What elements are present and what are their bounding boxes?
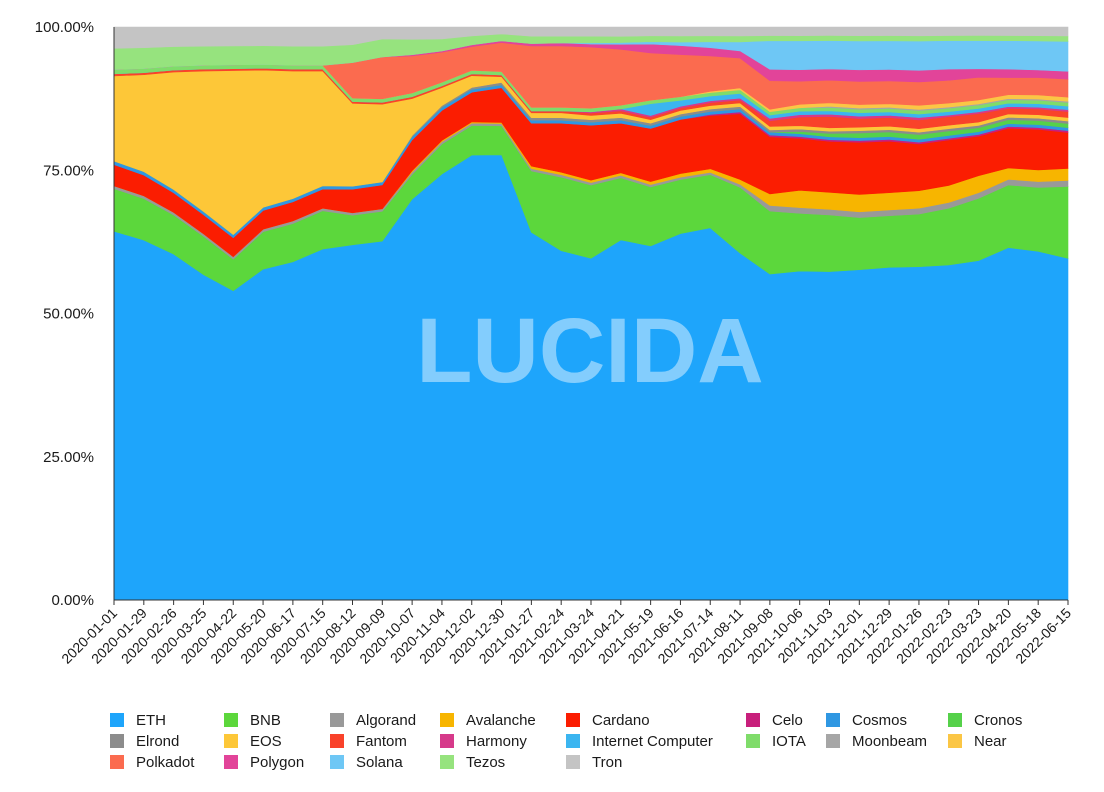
- legend-label: Tezos: [466, 754, 505, 771]
- legend-item-eos: EOS: [224, 733, 282, 750]
- legend-item-celo: Celo: [746, 712, 803, 729]
- legend-label: Cardano: [592, 712, 650, 729]
- legend-label: Internet Computer: [592, 733, 713, 750]
- y-tick-label: 75.00%: [43, 162, 94, 179]
- legend-swatch: [566, 755, 580, 769]
- legend-item-near: Near: [948, 733, 1007, 750]
- legend-item-eth: ETH: [110, 712, 166, 729]
- legend-label: BNB: [250, 712, 281, 729]
- legend-item-polkadot: Polkadot: [110, 754, 195, 771]
- legend-label: Cosmos: [852, 712, 907, 729]
- area-tron: [113, 26, 1069, 49]
- legend-swatch: [746, 713, 760, 727]
- legend-item-moonbeam: Moonbeam: [826, 733, 927, 750]
- legend-label: EOS: [250, 733, 282, 750]
- legend-label: Fantom: [356, 733, 407, 750]
- legend-swatch: [826, 734, 840, 748]
- watermark: LUCIDA: [416, 300, 764, 402]
- legend-swatch: [566, 713, 580, 727]
- legend-item-elrond: Elrond: [110, 733, 179, 750]
- legend-item-algorand: Algorand: [330, 712, 416, 729]
- legend-label: Near: [974, 733, 1007, 750]
- legend-item-cronos: Cronos: [948, 712, 1022, 729]
- legend-swatch: [566, 734, 580, 748]
- y-tick-label: 25.00%: [43, 449, 94, 466]
- legend-label: Harmony: [466, 733, 527, 750]
- legend-swatch: [110, 713, 124, 727]
- legend-swatch: [224, 734, 238, 748]
- legend-item-avalanche: Avalanche: [440, 712, 536, 729]
- legend-item-solana: Solana: [330, 754, 403, 771]
- y-tick-label: 100.00%: [35, 19, 94, 36]
- legend-swatch: [330, 713, 344, 727]
- legend-label: IOTA: [772, 733, 806, 750]
- y-tick-label: 50.00%: [43, 306, 94, 323]
- legend-swatch: [440, 734, 454, 748]
- y-axis: 0.00% 25.00% 50.00% 75.00% 100.00%: [35, 19, 115, 609]
- legend-swatch: [948, 734, 962, 748]
- legend-item-cardano: Cardano: [566, 712, 650, 729]
- legend-item-tezos: Tezos: [440, 754, 505, 771]
- legend-label: Moonbeam: [852, 733, 927, 750]
- legend-item-bnb: BNB: [224, 712, 281, 729]
- legend-label: Polkadot: [136, 754, 195, 771]
- legend-label: Celo: [772, 712, 803, 729]
- legend-item-polygon: Polygon: [224, 754, 304, 771]
- x-axis: 2020-01-012020-01-292020-02-262020-03-25…: [58, 599, 1074, 667]
- legend-swatch: [440, 755, 454, 769]
- series-areas: [113, 26, 1069, 601]
- legend-label: Algorand: [356, 712, 416, 729]
- legend-label: Elrond: [136, 733, 179, 750]
- legend-item-tron: Tron: [566, 754, 622, 771]
- legend-swatch: [948, 713, 962, 727]
- legend-label: Polygon: [250, 754, 304, 771]
- legend-item-fantom: Fantom: [330, 733, 407, 750]
- legend-swatch: [440, 713, 454, 727]
- legend-item-harmony: Harmony: [440, 733, 527, 750]
- legend-swatch: [110, 755, 124, 769]
- legend-label: Solana: [356, 754, 403, 771]
- legend-item-cosmos: Cosmos: [826, 712, 907, 729]
- y-tick-label: 0.00%: [51, 592, 94, 609]
- legend-swatch: [330, 755, 344, 769]
- legend-label: ETH: [136, 712, 166, 729]
- legend-item-internet-computer: Internet Computer: [566, 733, 713, 750]
- legend-label: Cronos: [974, 712, 1022, 729]
- legend-item-iota: IOTA: [746, 733, 806, 750]
- legend-swatch: [224, 713, 238, 727]
- legend-swatch: [224, 755, 238, 769]
- legend: ETH BNB Algorand Avalanche Cardano Celo Cosmos…: [110, 712, 1022, 771]
- legend-swatch: [330, 734, 344, 748]
- legend-label: Tron: [592, 754, 622, 771]
- legend-label: Avalanche: [466, 712, 536, 729]
- legend-swatch: [826, 713, 840, 727]
- legend-swatch: [110, 734, 124, 748]
- legend-swatch: [746, 734, 760, 748]
